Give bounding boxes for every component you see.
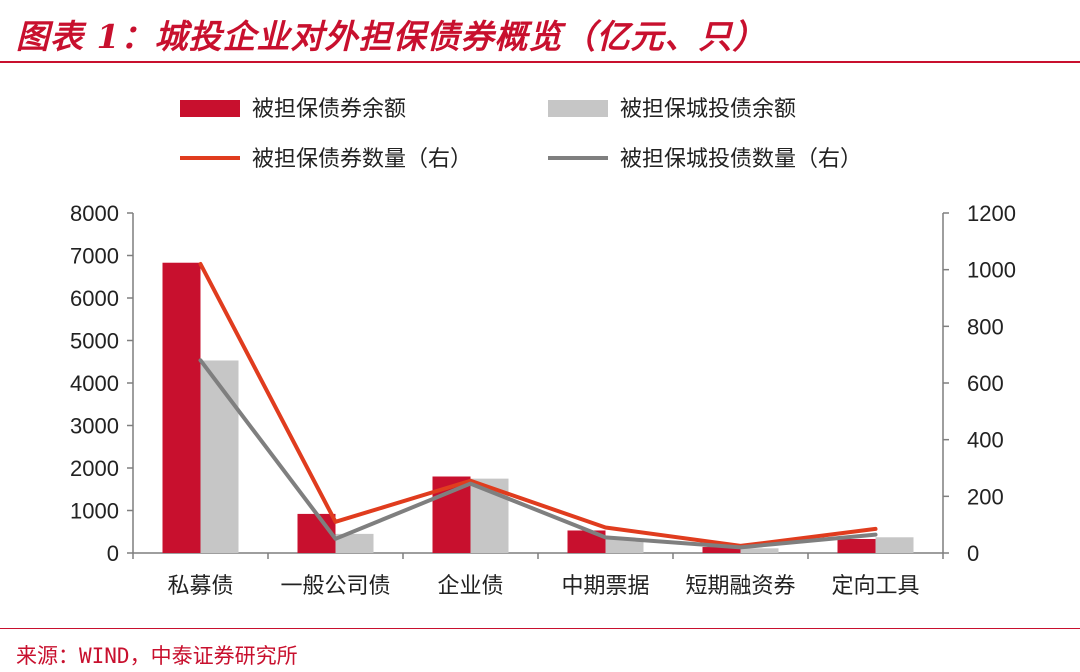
bar-guaranteed-bonds <box>702 547 741 553</box>
bar-guaranteed-chengtou-bonds <box>335 533 374 553</box>
bar-guaranteed-bonds <box>162 262 201 553</box>
x-tick-label: 短期融资券 <box>685 574 795 599</box>
bar-guaranteed-bonds <box>567 530 606 553</box>
legend-label-2: 被担保城投债余额 <box>620 97 796 122</box>
bar-guaranteed-chengtou-bonds <box>605 538 644 553</box>
source-note: 来源：WIND，中泰证券研究所 <box>16 644 298 668</box>
y-right-tick-label: 1200 <box>967 201 1016 226</box>
y-right-tick-label: 400 <box>967 428 1004 453</box>
x-tick-label: 一般公司债 <box>280 574 390 599</box>
title-divider <box>0 61 1080 63</box>
page-title: 图表 1：城投企业对外担保债券概览（亿元、只） <box>16 17 767 56</box>
y-right-tick-label: 1000 <box>967 258 1016 283</box>
y-left-tick-label: 3000 <box>70 414 119 439</box>
y-left-tick-label: 6000 <box>70 286 119 311</box>
y-right-tick-label: 600 <box>967 371 1004 396</box>
legend-swatch-1 <box>180 100 240 117</box>
bar-guaranteed-chengtou-bonds <box>200 360 239 553</box>
legend-label-4: 被担保城投债数量（右） <box>620 147 862 172</box>
line-guaranteed-bond-count <box>198 262 878 548</box>
y-left-tick-label: 5000 <box>70 329 119 354</box>
y-left-tick-label: 1000 <box>70 499 119 524</box>
bar-guaranteed-chengtou-bonds <box>740 548 779 553</box>
y-right-tick-label: 800 <box>967 314 1004 339</box>
title-bar: 图表 1：城投企业对外担保债券概览（亿元、只） <box>0 0 1080 63</box>
y-left-tick-label: 2000 <box>70 456 119 481</box>
y-left-tick-label: 4000 <box>70 371 119 396</box>
y-left-tick-label: 0 <box>107 541 119 566</box>
legend-swatch-2 <box>548 100 608 117</box>
y-right-tick-label: 0 <box>967 541 979 566</box>
x-tick-label: 定向工具 <box>831 574 919 599</box>
footer-divider <box>0 628 1080 629</box>
y-left-tick-label: 8000 <box>70 201 119 226</box>
x-tick-label: 中期票据 <box>561 574 649 599</box>
legend-label-1: 被担保债券余额 <box>252 97 406 122</box>
legend-label-3: 被担保债券数量（右） <box>252 147 472 172</box>
y-left-tick-label: 7000 <box>70 244 119 269</box>
x-tick-label: 企业债 <box>437 574 503 599</box>
bar-guaranteed-bonds <box>837 538 876 553</box>
line-guaranteed-chengtou-bond-count <box>198 358 878 550</box>
x-tick-label: 私募债 <box>167 574 233 599</box>
bar-guaranteed-chengtou-bonds <box>875 537 914 553</box>
y-right-tick-label: 200 <box>967 484 1004 509</box>
